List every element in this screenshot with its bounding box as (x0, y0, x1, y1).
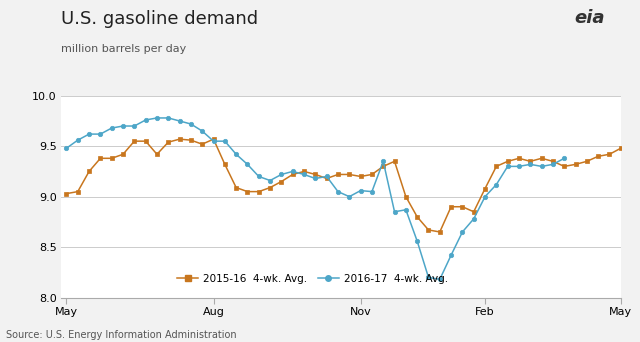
Text: eia: eia (574, 9, 605, 27)
Text: million barrels per day: million barrels per day (61, 44, 186, 54)
Legend: 2015-16  4-wk. Avg., 2016-17  4-wk. Avg.: 2015-16 4-wk. Avg., 2016-17 4-wk. Avg. (173, 270, 452, 288)
Text: Source: U.S. Energy Information Administration: Source: U.S. Energy Information Administ… (6, 330, 237, 340)
Text: U.S. gasoline demand: U.S. gasoline demand (61, 10, 258, 28)
